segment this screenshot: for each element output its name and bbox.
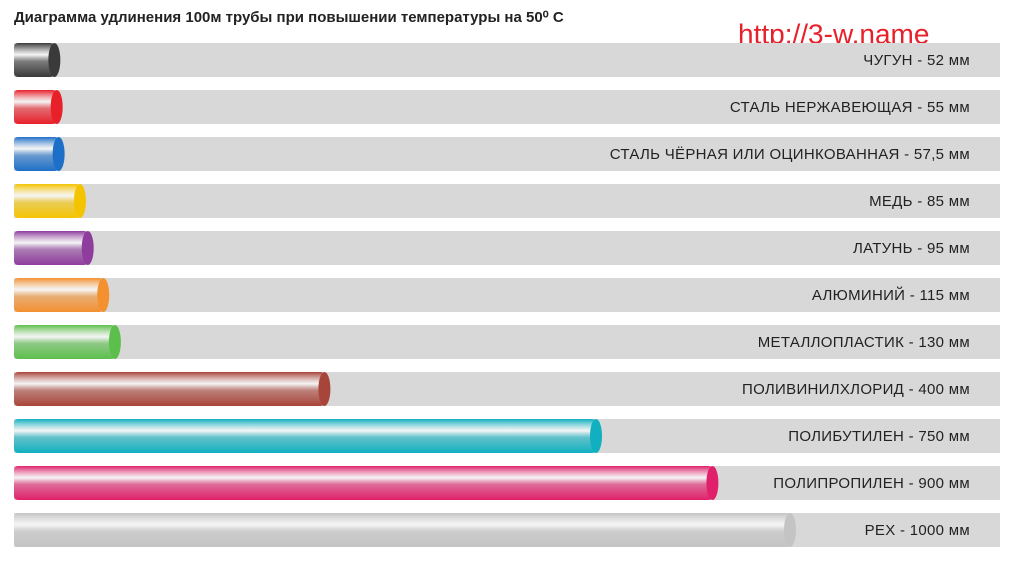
bar-cap <box>108 325 121 359</box>
track <box>14 231 1000 265</box>
chart-title: Диаграмма удлинения 100м трубы при повыш… <box>14 9 564 26</box>
track <box>14 137 1000 171</box>
bar-label: СТАЛЬ ЧЁРНАЯ ИЛИ ОЦИНКОВАННАЯ - 57,5 мм <box>610 146 970 163</box>
bar-cap <box>81 231 94 265</box>
bar-label: МЕТАЛЛОПЛАСТИК - 130 мм <box>758 334 970 351</box>
bar-cap <box>784 513 796 547</box>
bar-cap <box>48 43 61 77</box>
bar <box>14 466 713 500</box>
bar-label: ПОЛИВИНИЛХЛОРИД - 400 мм <box>742 381 970 398</box>
bar <box>14 419 596 453</box>
track <box>14 90 1000 124</box>
bar <box>14 137 59 171</box>
bar-label: ЧУГУН - 52 мм <box>863 52 970 69</box>
bar-label: PEX - 1000 мм <box>865 522 970 539</box>
track <box>14 325 1000 359</box>
bar <box>14 513 790 547</box>
bar-label: ПОЛИПРОПИЛЕН - 900 мм <box>773 475 970 492</box>
bar-cap <box>50 90 63 124</box>
bar <box>14 43 55 77</box>
bar-cap <box>706 466 719 500</box>
bar-label: МЕДЬ - 85 мм <box>869 193 970 210</box>
bar <box>14 325 115 359</box>
bar-cap <box>590 419 602 453</box>
bar-cap <box>52 137 65 171</box>
bar <box>14 231 88 265</box>
bar-label: ПОЛИБУТИЛЕН - 750 мм <box>788 428 970 445</box>
bar-cap <box>73 184 86 218</box>
bar-cap <box>97 278 110 312</box>
bar <box>14 90 57 124</box>
bar <box>14 278 104 312</box>
bar-label: СТАЛЬ НЕРЖАВЕЮЩАЯ - 55 мм <box>730 99 970 116</box>
bar <box>14 184 80 218</box>
bar <box>14 372 325 406</box>
track <box>14 184 1000 218</box>
bar-label: ЛАТУНЬ - 95 мм <box>853 240 970 257</box>
bar-cap <box>318 372 331 406</box>
bar-label: АЛЮМИНИЙ - 115 мм <box>812 286 970 304</box>
track <box>14 43 1000 77</box>
track <box>14 278 1000 312</box>
